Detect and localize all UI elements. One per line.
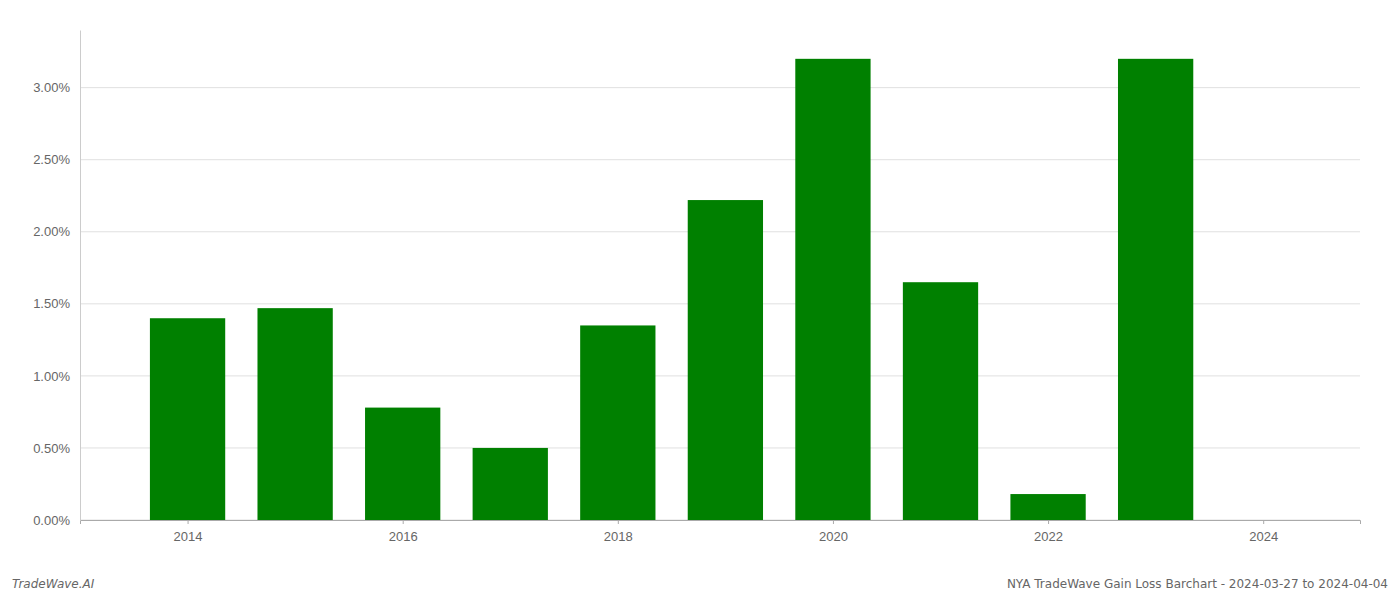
x-axis-line <box>81 521 1361 525</box>
x-tick-mark <box>618 520 619 524</box>
x-tick-label: 2018 <box>604 529 633 544</box>
x-tick: 2016 <box>389 520 418 544</box>
y-tick-label: 0.00% <box>33 513 70 528</box>
x-tick-mark <box>188 520 189 524</box>
x-axis: 2014 2016 2018 2020 2022 2024 <box>81 520 1361 544</box>
x-tick-mark <box>1048 520 1049 524</box>
x-tick: 2024 <box>1249 520 1278 544</box>
bar <box>795 59 870 520</box>
bar <box>1118 59 1193 520</box>
y-tick-label: 2.00% <box>33 224 70 239</box>
footer-left: TradeWave.AI <box>12 577 95 591</box>
x-tick: 2022 <box>1034 520 1063 544</box>
x-tick-label: 2024 <box>1249 529 1278 544</box>
bar <box>257 308 332 520</box>
y-tick-label: 1.50% <box>33 296 70 311</box>
plot-area: 2014 2016 2018 2020 2022 2024 0.00% 0.50% 1.00% 1… <box>33 31 1360 545</box>
y-tick-label: 0.50% <box>33 441 70 456</box>
bars <box>150 59 1193 520</box>
bar <box>150 318 225 520</box>
y-tick: 0.50% <box>33 441 80 456</box>
x-tick-mark <box>403 520 404 524</box>
chart-container: 2014 2016 2018 2020 2022 2024 0.00% 0.50% 1.00% 1… <box>0 0 1400 600</box>
y-tick-label: 2.50% <box>33 152 70 167</box>
footer-right: NYA TradeWave Gain Loss Barchart - 2024-… <box>1007 577 1388 591</box>
y-tick: 3.00% <box>33 80 80 95</box>
x-tick-mark <box>833 520 834 524</box>
bar <box>903 282 978 520</box>
bar <box>688 200 763 520</box>
y-tick: 1.50% <box>33 296 80 311</box>
bar <box>1010 494 1085 520</box>
y-tick: 2.50% <box>33 152 80 167</box>
x-tick-label: 2014 <box>174 529 203 544</box>
x-tick-label: 2020 <box>819 529 848 544</box>
y-tick: 1.00% <box>33 369 80 384</box>
x-tick-mark <box>1263 520 1264 524</box>
x-tick-label: 2022 <box>1034 529 1063 544</box>
x-tick: 2014 <box>174 520 203 544</box>
y-tick-label: 1.00% <box>33 369 70 384</box>
bar <box>365 408 440 520</box>
y-axis-line <box>80 31 81 521</box>
x-tick: 2018 <box>604 520 633 544</box>
y-tick: 2.00% <box>33 224 80 239</box>
chart-svg: 2014 2016 2018 2020 2022 2024 0.00% 0.50% 1.00% 1… <box>0 0 1400 600</box>
x-tick-label: 2016 <box>389 529 418 544</box>
y-tick: 0.00% <box>33 513 80 528</box>
y-axis: 0.00% 0.50% 1.00% 1.50% 2.00% 2.50% 3.00% <box>33 31 80 528</box>
bar <box>473 448 548 520</box>
y-tick-label: 3.00% <box>33 80 70 95</box>
bar <box>580 325 655 520</box>
x-tick: 2020 <box>819 520 848 544</box>
